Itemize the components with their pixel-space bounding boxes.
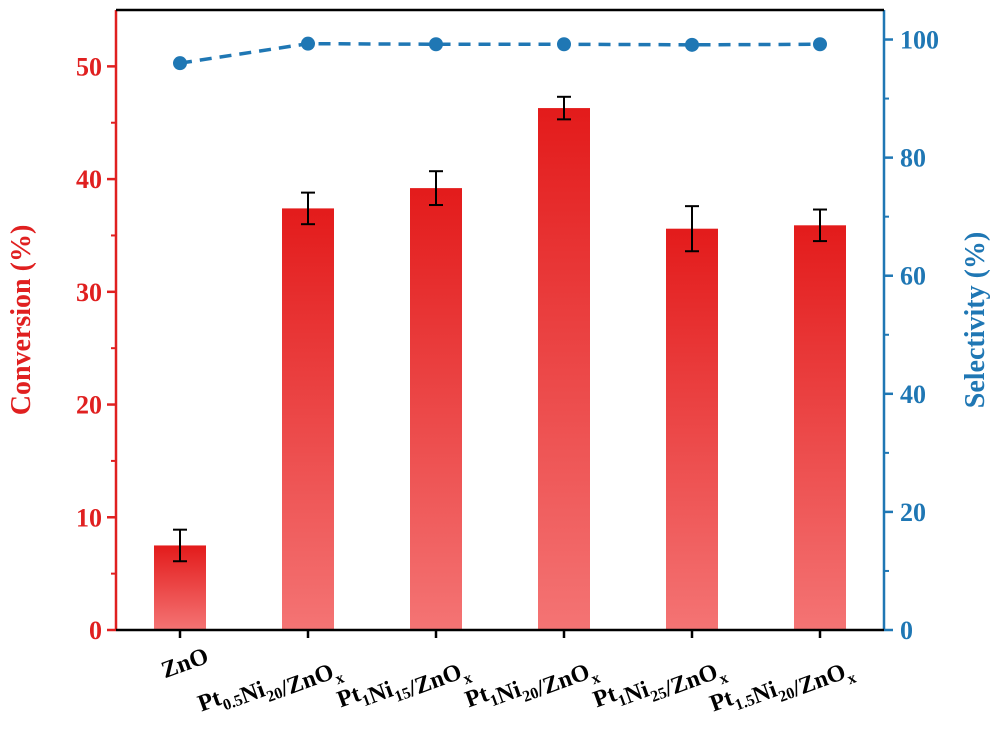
- selectivity-marker: [685, 38, 699, 52]
- selectivity-line: [180, 44, 820, 63]
- x-category-label: Pt1.5Ni20/ZnOx: [707, 643, 859, 735]
- selectivity-marker: [813, 37, 827, 51]
- left-tick-label: 0: [89, 616, 102, 645]
- right-tick-label: 100: [900, 26, 939, 55]
- right-tick-label: 80: [900, 144, 926, 173]
- left-tick-label: 40: [76, 165, 102, 194]
- right-tick-label: 60: [900, 262, 926, 291]
- left-tick-label: 30: [76, 278, 102, 307]
- conversion-bar: [666, 229, 718, 630]
- left-axis-title: Conversion (%): [6, 225, 37, 416]
- x-category-label: Pt1Ni20/ZnOx: [462, 643, 603, 731]
- x-category-label: Pt1Ni15/ZnOx: [334, 643, 475, 731]
- left-tick-label: 50: [76, 52, 102, 81]
- x-category-label: Pt1Ni25/ZnOx: [590, 643, 731, 731]
- selectivity-marker: [301, 37, 315, 51]
- right-tick-label: 20: [900, 498, 926, 527]
- selectivity-marker: [173, 56, 187, 70]
- left-tick-label: 10: [76, 503, 102, 532]
- selectivity-marker: [429, 37, 443, 51]
- selectivity-marker: [557, 37, 571, 51]
- conversion-bar: [410, 188, 462, 630]
- left-tick-label: 20: [76, 391, 102, 420]
- x-category-label: ZnO: [158, 643, 212, 684]
- conversion-bar: [538, 108, 590, 630]
- conversion-bar: [794, 225, 846, 630]
- x-category-label: Pt0.5Ni20/ZnOx: [195, 643, 347, 735]
- right-tick-label: 0: [900, 616, 913, 645]
- right-axis-title: Selectivity (%): [960, 232, 991, 409]
- right-tick-label: 40: [900, 380, 926, 409]
- conversion-bar: [282, 208, 334, 630]
